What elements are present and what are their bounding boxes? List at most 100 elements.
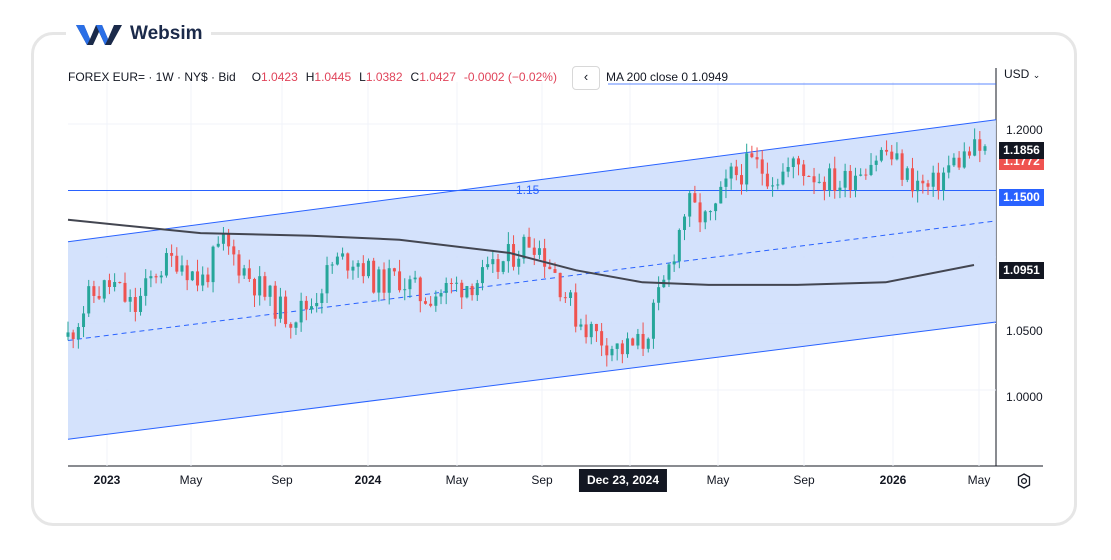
candle-body	[651, 302, 655, 339]
candle-body	[926, 183, 930, 187]
candle-body	[910, 168, 914, 192]
candle-body	[942, 172, 946, 191]
candle-body	[807, 176, 811, 178]
candle-body	[812, 176, 816, 183]
candle-body	[828, 168, 832, 191]
candle-body	[258, 276, 262, 296]
time-tick: May	[706, 473, 730, 487]
candle-body	[796, 158, 800, 165]
ma-value: 1.0949	[691, 70, 729, 84]
candle-body	[273, 285, 277, 319]
gear-icon[interactable]	[1016, 473, 1032, 489]
candle-body	[392, 268, 396, 272]
candle-body	[522, 236, 526, 259]
candle-body	[486, 264, 490, 268]
candle-body	[320, 293, 324, 303]
candle-body	[247, 268, 251, 279]
candle-body	[688, 193, 692, 217]
candle-body	[936, 172, 940, 191]
candle-body	[351, 266, 355, 271]
candle-body	[382, 269, 386, 293]
candle-body	[346, 253, 350, 271]
candle-body	[92, 286, 96, 296]
candle-body	[532, 247, 536, 255]
candle-body	[76, 327, 80, 340]
candle-body	[874, 160, 878, 165]
candle-body	[615, 343, 619, 349]
candle-body	[480, 267, 484, 284]
channel-lower-line	[67, 321, 997, 440]
price-tick: 1.2000	[1006, 123, 1043, 137]
candle-body	[284, 296, 288, 325]
collapse-legend-button[interactable]: ‹	[572, 66, 600, 90]
candle-body	[677, 229, 681, 262]
candle-body	[232, 246, 236, 255]
candle-body	[475, 283, 479, 296]
candle-body	[82, 313, 86, 328]
candle-body	[900, 153, 904, 180]
candle-body	[714, 203, 718, 212]
candle-body	[563, 297, 567, 299]
time-tick: Sep	[531, 473, 553, 487]
channel-upper-line	[67, 119, 997, 243]
candle-body	[698, 202, 702, 223]
candle-body	[683, 216, 687, 230]
candle-body	[667, 264, 671, 280]
candle-body	[724, 178, 728, 187]
candle-body	[71, 332, 75, 340]
candle-body	[947, 165, 951, 173]
brand-logo: Websim	[66, 18, 211, 50]
candle-body	[330, 264, 334, 266]
candle-body	[719, 186, 723, 204]
candle-body	[631, 338, 635, 346]
candle-body	[361, 263, 365, 277]
horizontal-line-label: 1.15	[516, 183, 540, 197]
candle-body	[315, 302, 319, 307]
candle-body	[66, 332, 70, 337]
websim-logo-icon	[76, 25, 122, 45]
candle-body	[574, 292, 578, 327]
ma-legend[interactable]: MA 200 close 0 1.0949	[606, 70, 728, 84]
candle-body	[569, 292, 573, 299]
candle-body	[916, 180, 920, 192]
candle-body	[657, 287, 661, 303]
candle-body	[838, 187, 842, 191]
candle-body	[967, 151, 971, 156]
candle-body	[455, 282, 459, 284]
candle-body	[931, 172, 935, 187]
candle-body	[144, 278, 148, 296]
candle-body	[973, 139, 977, 156]
candle-body	[708, 211, 712, 213]
candle-body	[771, 185, 775, 187]
candle-body	[527, 236, 531, 248]
candle-body	[175, 255, 179, 272]
candle-body	[740, 175, 744, 185]
candle-body	[387, 268, 391, 293]
candle-body	[123, 282, 127, 302]
candle-body	[253, 278, 257, 296]
candle-body	[299, 300, 303, 323]
candle-body	[366, 260, 370, 277]
candle-body	[164, 253, 168, 276]
candle-body	[263, 276, 267, 297]
time-tick: Sep	[793, 473, 815, 487]
candle-body	[196, 271, 200, 286]
candle-body	[211, 246, 215, 283]
candle-body	[703, 211, 707, 223]
time-tick: 2026	[879, 473, 907, 487]
candle-body	[791, 158, 795, 168]
candle-body	[465, 286, 469, 298]
candle-body	[859, 174, 863, 176]
candle-body	[434, 296, 438, 306]
candle-body	[584, 324, 588, 338]
candle-body	[180, 265, 184, 272]
open-value: 1.0423	[261, 70, 298, 84]
candle-body	[672, 261, 676, 265]
candle-body	[133, 297, 137, 312]
candle-body	[449, 282, 453, 284]
currency-selector[interactable]: USD ⌄	[1004, 67, 1040, 81]
brand-name: Websim	[130, 23, 203, 44]
candle-body	[802, 164, 806, 177]
candle-body	[268, 285, 272, 297]
